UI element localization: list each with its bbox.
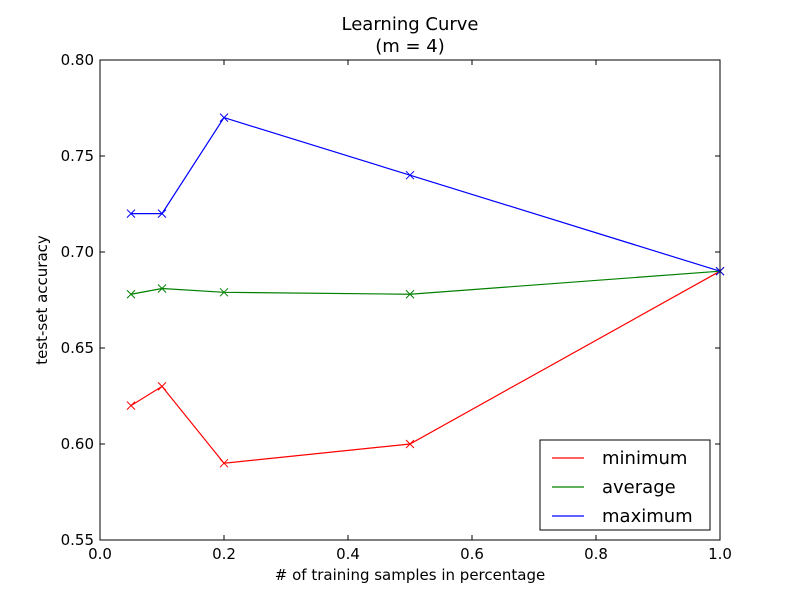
y-axis-title: test-set accuracy bbox=[33, 235, 51, 365]
legend: minimum average maximum bbox=[539, 439, 711, 531]
data-point-minimum-3 bbox=[405, 439, 415, 449]
x-axis-title: # of training samples in percentage bbox=[275, 566, 545, 584]
x-tick-label-2: 0.4 bbox=[336, 545, 360, 563]
x-tick-label-5: 1.0 bbox=[708, 545, 732, 563]
data-point-maximum-3 bbox=[405, 170, 415, 180]
y-tick-label-0: 0.55 bbox=[61, 531, 94, 549]
data-point-average-1 bbox=[157, 284, 167, 293]
data-point-maximum-1 bbox=[157, 209, 167, 218]
plot-frame bbox=[99, 59, 721, 541]
y-tick-label-2: 0.65 bbox=[61, 339, 94, 357]
series-line-average bbox=[130, 270, 721, 295]
y-tick-label-4: 0.75 bbox=[61, 147, 94, 165]
axes-layer: 0.0 0.2 0.4 0.6 0.8 1.0 0.55 0.60 0.65 0.70 0.75 0.… bbox=[61, 51, 732, 563]
series-line-minimum bbox=[130, 270, 721, 464]
data-point-maximum-2 bbox=[219, 113, 229, 122]
series-layer bbox=[126, 113, 725, 468]
x-tick-label-4: 0.8 bbox=[584, 545, 608, 563]
chart-subtitle: (m = 4) bbox=[375, 36, 445, 57]
legend-label-average: average bbox=[602, 477, 676, 498]
series-line-maximum bbox=[131, 116, 721, 272]
chart-title: Learning Curve bbox=[342, 14, 479, 35]
data-point-minimum-1 bbox=[157, 382, 167, 391]
y-tick-label-3: 0.70 bbox=[61, 243, 94, 261]
x-tick-label-0: 0.0 bbox=[88, 545, 112, 563]
data-point-maximum-0 bbox=[126, 209, 136, 218]
legend-label-maximum: maximum bbox=[602, 506, 693, 527]
legend-box bbox=[539, 439, 711, 531]
legend-label-minimum: minimum bbox=[602, 448, 687, 469]
x-tick-label-3: 0.6 bbox=[460, 545, 484, 563]
data-point-average-2 bbox=[219, 287, 229, 297]
data-point-minimum-2 bbox=[219, 458, 229, 468]
y-tick-label-1: 0.60 bbox=[61, 435, 94, 453]
y-tick-label-5: 0.80 bbox=[61, 51, 94, 69]
data-point-minimum-0 bbox=[126, 401, 136, 410]
data-point-average-3 bbox=[405, 289, 415, 299]
x-tick-label-1: 0.2 bbox=[212, 545, 236, 563]
data-point-average-0 bbox=[126, 289, 136, 299]
